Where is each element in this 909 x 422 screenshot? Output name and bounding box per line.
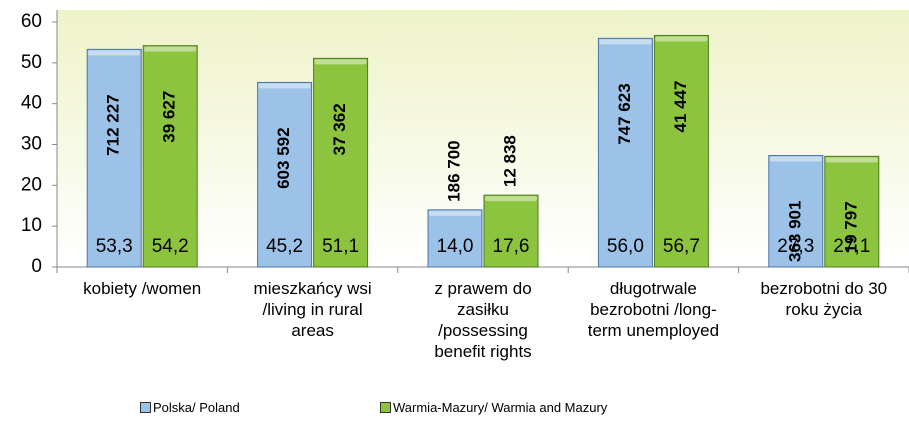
count-label: 19 797 — [841, 201, 860, 253]
value-label: 14,0 — [437, 236, 474, 257]
bar-cap — [314, 59, 367, 65]
bar — [257, 81, 313, 268]
count-label: 603 592 — [274, 127, 293, 188]
count-label: 363 901 — [785, 201, 804, 262]
legend-item: Warmia-Mazury/ Warmia and Mazury — [380, 400, 607, 415]
legend-item: Polska/ Poland — [140, 400, 240, 415]
legend-label: Polska/ Poland — [153, 400, 240, 415]
x-tick-label: z prawem do zasiłku /possessing benefit … — [434, 279, 532, 361]
bar — [597, 37, 653, 268]
bar-cap — [258, 83, 311, 89]
value-label: 45,2 — [266, 236, 303, 257]
count-label: 12 838 — [500, 135, 519, 187]
x-tick-label: kobiety /women — [83, 279, 202, 298]
bar — [483, 194, 539, 268]
x-tick-label: bezrobotni do 30 roku życia — [760, 279, 888, 319]
bar-cap — [485, 196, 537, 202]
bar-cap — [655, 36, 708, 42]
bar-cap — [88, 50, 141, 56]
count-label: 41 447 — [671, 80, 690, 132]
value-label: 53,3 — [96, 236, 133, 257]
value-label: 27,1 — [833, 236, 870, 257]
legend-swatch — [140, 402, 151, 413]
bar — [313, 57, 369, 268]
plot-background — [57, 10, 909, 267]
x-tick-label: długotrwale bezrobotni /long-term unempl… — [587, 279, 720, 340]
bar-cap — [429, 210, 481, 216]
x-tick-label: mieszkańcy wsi /living in rural areas — [253, 279, 372, 340]
value-label: 56,0 — [607, 236, 644, 257]
bar — [142, 45, 198, 268]
bar-cap — [144, 46, 197, 52]
value-label: 54,2 — [152, 236, 189, 257]
bar — [768, 155, 824, 268]
bar — [653, 34, 709, 268]
bar — [824, 155, 880, 268]
y-tick-label: 60 — [21, 11, 42, 32]
count-label: 747 623 — [615, 83, 634, 144]
y-tick-label: 0 — [31, 256, 42, 277]
y-tick-label: 40 — [21, 93, 42, 114]
bar-cap — [599, 39, 652, 45]
value-label: 56,7 — [663, 236, 700, 257]
legend-label: Warmia-Mazury/ Warmia and Mazury — [393, 400, 608, 415]
bar — [427, 209, 483, 268]
count-label: 712 227 — [104, 94, 123, 155]
bar-cap — [769, 156, 822, 162]
legend-swatch — [380, 402, 391, 413]
value-label: 51,1 — [322, 236, 359, 257]
bar — [86, 48, 142, 268]
value-label: 27,3 — [777, 236, 814, 257]
bar-cap — [825, 157, 878, 163]
value-label: 17,6 — [493, 236, 530, 257]
y-tick-label: 10 — [21, 215, 42, 236]
count-label: 37 362 — [330, 103, 349, 155]
y-tick-label: 20 — [21, 174, 42, 195]
count-label: 39 627 — [160, 91, 179, 143]
y-tick-label: 50 — [21, 52, 42, 73]
count-label: 186 700 — [444, 140, 463, 201]
y-tick-label: 30 — [21, 134, 42, 155]
